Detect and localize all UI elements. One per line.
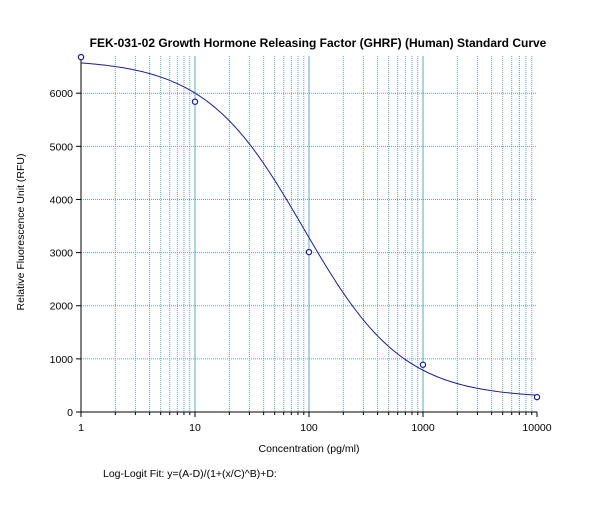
y-tick-label: 0 (67, 407, 73, 419)
tick-labels: 1 10 100 1000 10000 0 1000 2000 3000 4000 5000 6000 (50, 88, 552, 434)
grid-lines (81, 56, 537, 412)
data-point (533, 393, 541, 401)
y-tick-label: 2000 (50, 301, 74, 313)
data-point (191, 98, 199, 105)
data-point (77, 53, 85, 61)
x-tick-label: 1000 (411, 422, 435, 434)
y-tick-label: 4000 (50, 194, 74, 206)
data-point (419, 361, 427, 368)
y-tick-label: 1000 (50, 354, 74, 366)
x-tick-label: 1 (78, 422, 84, 434)
x-axis-label: Concentration (pg/ml) (259, 443, 360, 455)
data-points (77, 53, 541, 401)
x-tick-label: 10000 (522, 422, 551, 434)
y-tick-label: 6000 (50, 88, 74, 100)
fit-curve-layer (80, 62, 538, 396)
y-axis-label: Relative Fluorescence Unit (RFU) (15, 154, 27, 311)
axes (76, 56, 538, 417)
chart-title: FEK-031-02 Growth Hormone Releasing Fact… (90, 36, 547, 50)
fit-curve (80, 62, 538, 396)
x-tick-label: 100 (300, 422, 318, 434)
y-tick-label: 5000 (50, 141, 74, 153)
x-tick-label: 10 (189, 422, 201, 434)
fit-equation: Log-Logit Fit: y=(A-D)/(1+(x/C)^B)+D: (103, 468, 277, 480)
y-tick-label: 3000 (50, 248, 74, 260)
data-point (305, 248, 313, 256)
